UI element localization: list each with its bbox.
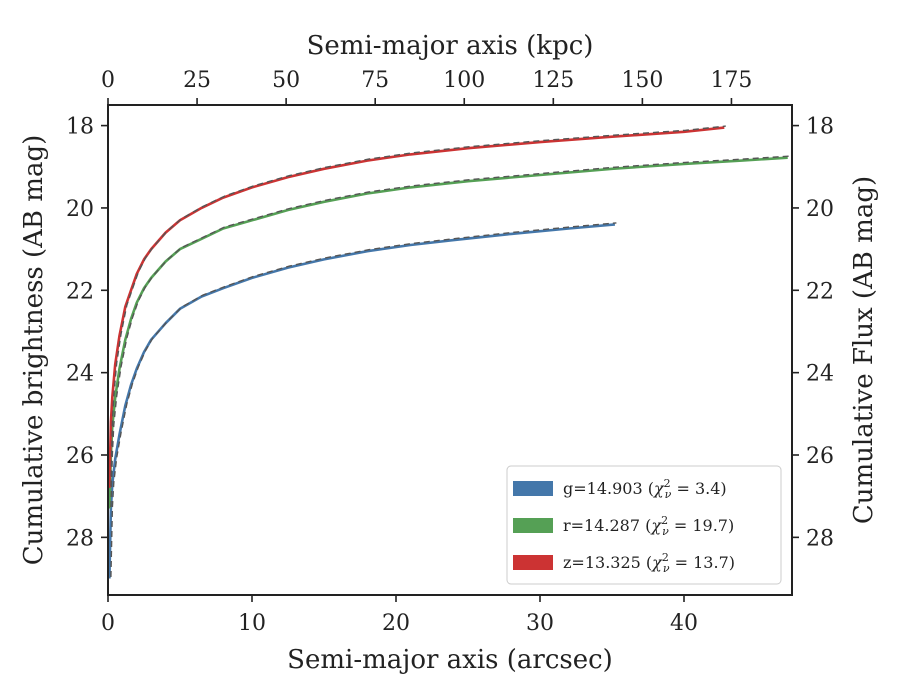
- right-y-tick-label: 18: [806, 115, 834, 140]
- top-x-tick-label: 25: [183, 68, 211, 93]
- series-line-1: [108, 156, 788, 509]
- y-tick-label: 20: [66, 197, 94, 222]
- y-tick-label: 28: [66, 526, 94, 551]
- top-x-axis-label: Semi-major axis (kpc): [307, 31, 594, 61]
- y-tick-label: 22: [66, 279, 94, 304]
- plot-frame: [107, 104, 793, 596]
- right-y-tick-label: 28: [806, 526, 834, 551]
- top-x-tick-label: 100: [443, 68, 485, 93]
- legend-label: r=14.287 (χ2 ν = 19.7): [563, 514, 734, 538]
- axes-layer: 0 10 20 30 40 0 25 50 75 100 125 150 175 18 18 20 20 22 22…: [66, 68, 834, 636]
- right-y-tick-label: 20: [806, 197, 834, 222]
- legend-label: g=14.903 (χ2 ν = 3.4): [563, 477, 727, 501]
- series-model-line-2: [110, 125, 726, 487]
- x-tick-label: 30: [526, 611, 554, 636]
- top-x-tick-label: 175: [710, 68, 752, 93]
- top-x-tick-label: 50: [272, 68, 300, 93]
- y-axis-label: Cumulative brightness (AB mag): [19, 135, 49, 566]
- top-x-tick-label: 150: [621, 68, 663, 93]
- top-x-tick-label: 125: [532, 68, 574, 93]
- legend-swatch: [513, 518, 553, 533]
- series-model-line-0: [110, 222, 617, 578]
- top-x-tick-label: 75: [361, 68, 389, 93]
- legend-swatch: [513, 555, 553, 570]
- y-tick-label: 24: [66, 362, 94, 387]
- right-y-tick-label: 24: [806, 362, 834, 387]
- x-tick-label: 40: [670, 611, 698, 636]
- x-tick-label: 10: [238, 611, 266, 636]
- y-tick-label: 26: [66, 444, 94, 469]
- series-layer: [108, 125, 790, 579]
- legend: g=14.903 (χ2 ν = 3.4) r=14.287 (χ2 ν = 19.7…: [506, 465, 782, 585]
- right-y-tick-label: 26: [806, 444, 834, 469]
- series-model-line-1: [110, 155, 790, 508]
- series-line-2: [108, 126, 725, 488]
- right-y-axis-label: Cumulative Flux (AB mag): [849, 176, 879, 524]
- right-y-tick-label: 22: [806, 279, 834, 304]
- y-tick-label: 18: [66, 115, 94, 140]
- x-tick-label: 0: [101, 611, 115, 636]
- x-tick-label: 20: [382, 611, 410, 636]
- legend-label: z=13.325 (χ2 ν = 13.7): [563, 551, 735, 575]
- legend-swatch: [513, 481, 553, 496]
- legend-box: [506, 465, 782, 585]
- top-x-tick-label: 0: [101, 68, 115, 93]
- x-axis-label: Semi-major axis (arcsec): [287, 645, 613, 675]
